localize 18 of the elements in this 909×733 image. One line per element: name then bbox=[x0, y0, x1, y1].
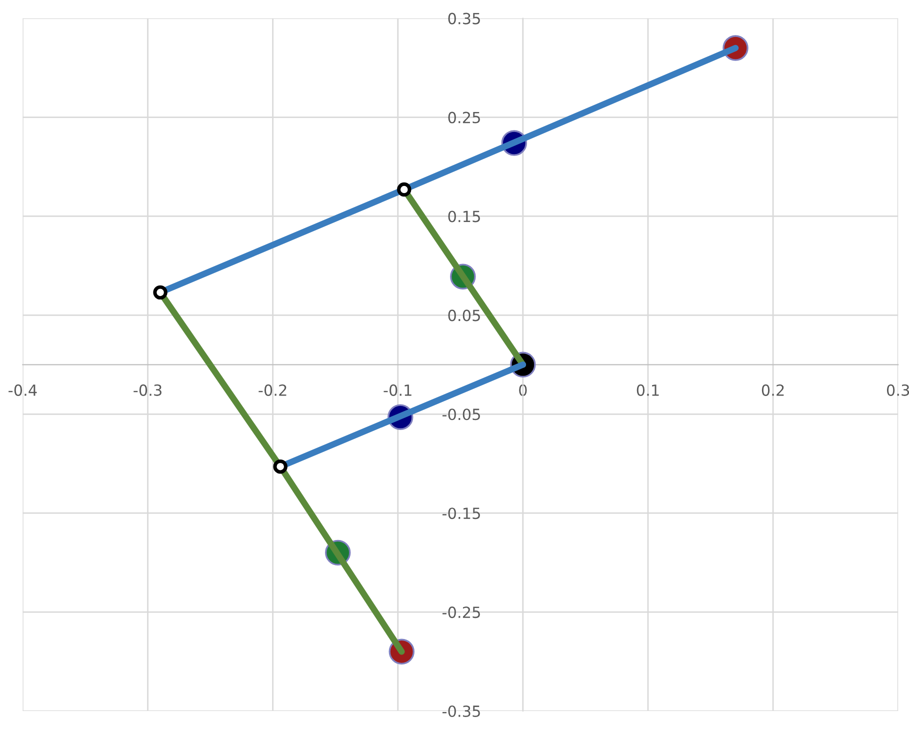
point bbox=[397, 182, 412, 197]
y-tick-label: 0.35 bbox=[448, 12, 480, 24]
x-tick-label: -0.1 bbox=[384, 384, 412, 396]
y-tick-label: 0.05 bbox=[448, 310, 480, 322]
point bbox=[273, 459, 288, 474]
y-tick-label: -0.35 bbox=[442, 705, 480, 718]
y-tick-label: -0.25 bbox=[442, 606, 480, 618]
y-tick-label: -0.15 bbox=[442, 508, 480, 520]
x-tick-label: -0.4 bbox=[8, 384, 37, 396]
y-tick-label: -0.05 bbox=[442, 408, 480, 420]
y-tick-label: 0.15 bbox=[448, 210, 480, 222]
x-tick-label: -0.2 bbox=[258, 384, 286, 396]
x-tick-label: -0.3 bbox=[134, 384, 162, 396]
y-tick-label: 0.25 bbox=[448, 112, 480, 124]
x-tick-label: 0.3 bbox=[886, 384, 909, 396]
x-tick-label: 0.2 bbox=[762, 384, 784, 396]
point bbox=[153, 285, 168, 300]
x-tick-label: 0.1 bbox=[636, 384, 659, 396]
